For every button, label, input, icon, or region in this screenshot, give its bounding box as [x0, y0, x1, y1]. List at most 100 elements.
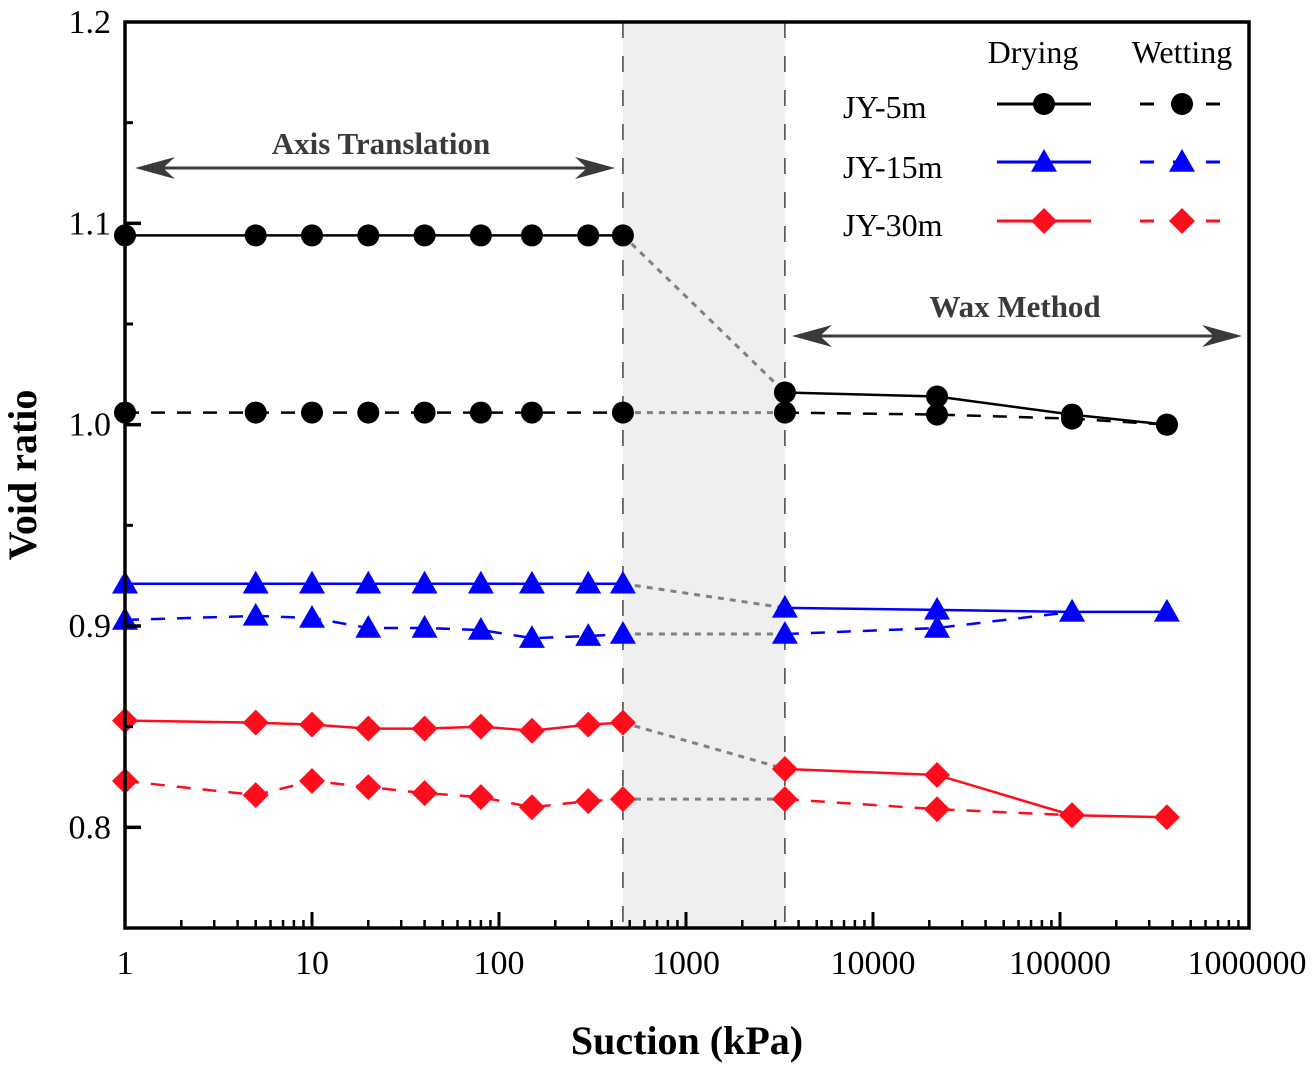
- jy-5m-wetting-point: [611, 401, 634, 424]
- jy-15m-drying-point: [411, 570, 438, 594]
- y-tick-label: 1.2: [69, 4, 112, 41]
- jy-30m-wetting-point: [771, 786, 798, 813]
- jy-5m-drying-line-right: [784, 391, 1168, 426]
- jy-30m-drying-point: [609, 709, 636, 736]
- jy-15m-drying-point: [771, 594, 798, 618]
- y-tick-label: 1.1: [69, 205, 112, 242]
- connector-layer: [621, 234, 786, 801]
- jy-30m-drying-point: [411, 715, 438, 742]
- jy-5m-drying-point: [577, 224, 600, 247]
- legend-marker-jy-30m-wetting: [1169, 208, 1195, 234]
- jy-30m-wetting-line-right: [784, 797, 1073, 817]
- jy-15m-drying-point: [924, 596, 951, 620]
- jy-30m-wetting-point: [242, 782, 269, 809]
- y-tick-label: 1.0: [69, 407, 112, 444]
- jy-5m-wetting-point: [520, 401, 543, 424]
- axis-translation-label: Axis Translation: [272, 126, 490, 161]
- jy-5m-wetting-line-right: [784, 411, 1167, 426]
- jy-15m-drying-line-right: [784, 606, 1167, 614]
- background-layer: [622, 22, 786, 928]
- jy-15m-wetting-point: [924, 615, 951, 638]
- jy-15m-wetting-point: [411, 615, 438, 638]
- jy-5m-wetting-point: [1155, 413, 1178, 436]
- jy-30m-wetting-point: [299, 768, 325, 795]
- jy-30m-drying-point: [1153, 804, 1180, 831]
- legend-marks: [997, 93, 1224, 234]
- jy-15m-wetting-point: [242, 602, 269, 626]
- wax-method-arrow-right-head: [1202, 325, 1242, 347]
- jy-5m-drying-point: [611, 224, 634, 247]
- legend: Drying Wetting JY-5m JY-15m JY-30m: [843, 34, 1232, 243]
- jy-15m-wetting-line-right: [784, 610, 1073, 636]
- jy-15m-wetting-point: [771, 621, 798, 644]
- y-tick-label: 0.8: [69, 809, 112, 846]
- legend-marker-jy-15m-drying: [1031, 149, 1057, 172]
- jy-15m-wetting-point: [299, 604, 325, 628]
- legend-marker-jy-15m-wetting: [1169, 149, 1195, 172]
- x-tick-label: 1000: [652, 945, 720, 982]
- jy-5m-drying-point: [469, 224, 492, 247]
- jy-15m-drying-gap-connector: [622, 582, 786, 610]
- jy-5m-wetting-point: [357, 401, 380, 424]
- jy-15m-wetting-point: [467, 617, 494, 640]
- jy-30m-drying-point: [467, 713, 494, 740]
- jy-30m-wetting-point: [1059, 802, 1086, 829]
- wax-method-arrow-left-head: [792, 325, 832, 347]
- axis-translation-arrow-left-head: [135, 157, 175, 179]
- jy-5m-wetting-point: [244, 401, 267, 424]
- jy-30m-drying-point: [242, 709, 269, 736]
- legend-label-jy-15m: JY-15m: [843, 149, 943, 185]
- x-tick-label: 1000000: [1188, 945, 1307, 982]
- jy-15m-wetting-point: [609, 621, 636, 644]
- x-tick-label: 1: [117, 945, 134, 982]
- jy-30m-wetting-line-left: [124, 779, 624, 809]
- jy-15m-wetting-point: [1059, 598, 1086, 622]
- annotation-layer: Axis Translation Wax Method: [135, 126, 1242, 347]
- jy-30m-wetting-point: [355, 774, 382, 801]
- jy-30m-drying-line-right: [784, 767, 1167, 819]
- jy-5m-wetting-point: [413, 401, 436, 424]
- jy-5m-drying-point: [301, 224, 323, 247]
- jy-30m-drying-point: [355, 715, 382, 742]
- jy-30m-drying-gap-connector: [622, 721, 786, 771]
- jy-5m-drying-point: [926, 385, 949, 408]
- axis-translation-arrow: [135, 157, 615, 179]
- jy-30m-drying-point: [771, 755, 798, 782]
- axes-layer: 0.8 0.9 1.0 1.1 1.2 1 10 100 1000 10000 100000 1000…: [69, 4, 1307, 982]
- jy-15m-drying-point: [575, 570, 602, 594]
- jy-5m-drying-gap-connector: [621, 234, 786, 394]
- jy-15m-drying-point: [299, 570, 325, 594]
- jy-15m-drying-point: [467, 570, 494, 594]
- shaded-transition-region: [622, 22, 785, 928]
- jy-30m-wetting-point: [609, 786, 636, 813]
- jy-5m-wetting-point: [773, 401, 796, 424]
- jy-30m-drying-point: [575, 711, 602, 738]
- jy-5m-drying-point: [244, 224, 267, 247]
- jy-30m-wetting-point: [518, 794, 545, 821]
- legend-label-jy-5m: JY-5m: [843, 89, 927, 125]
- axis-translation-arrow-right-head: [575, 157, 615, 179]
- jy-30m-wetting-point: [575, 788, 602, 815]
- jy-15m-drying-point: [1153, 598, 1180, 622]
- jy-15m-wetting-point: [575, 623, 602, 646]
- legend-marker-jy-30m-drying: [1031, 208, 1057, 234]
- jy-5m-drying-point: [357, 224, 380, 247]
- jy-15m-drying-point: [518, 570, 545, 594]
- x-tick-label: 10: [295, 945, 329, 982]
- jy-5m-wetting-point: [301, 401, 323, 424]
- jy-15m-wetting-point: [518, 625, 545, 648]
- jy-15m-drying-point: [355, 570, 382, 594]
- jy-30m-wetting-point: [411, 780, 438, 807]
- jy-5m-drying-point: [413, 224, 436, 247]
- wax-method-label: Wax Method: [929, 289, 1100, 324]
- jy-15m-drying-point: [242, 570, 269, 594]
- wax-method-arrow: [792, 325, 1242, 347]
- legend-marker-jy-5m-drying: [1033, 93, 1055, 115]
- x-tick-label: 100000: [1009, 945, 1111, 982]
- jy-30m-drying-point: [518, 717, 545, 744]
- jy-30m-drying-point: [924, 761, 951, 788]
- legend-marker-jy-5m-wetting: [1171, 93, 1193, 115]
- y-axis-title: Void ratio: [0, 390, 45, 561]
- jy-30m-drying-point: [299, 711, 325, 738]
